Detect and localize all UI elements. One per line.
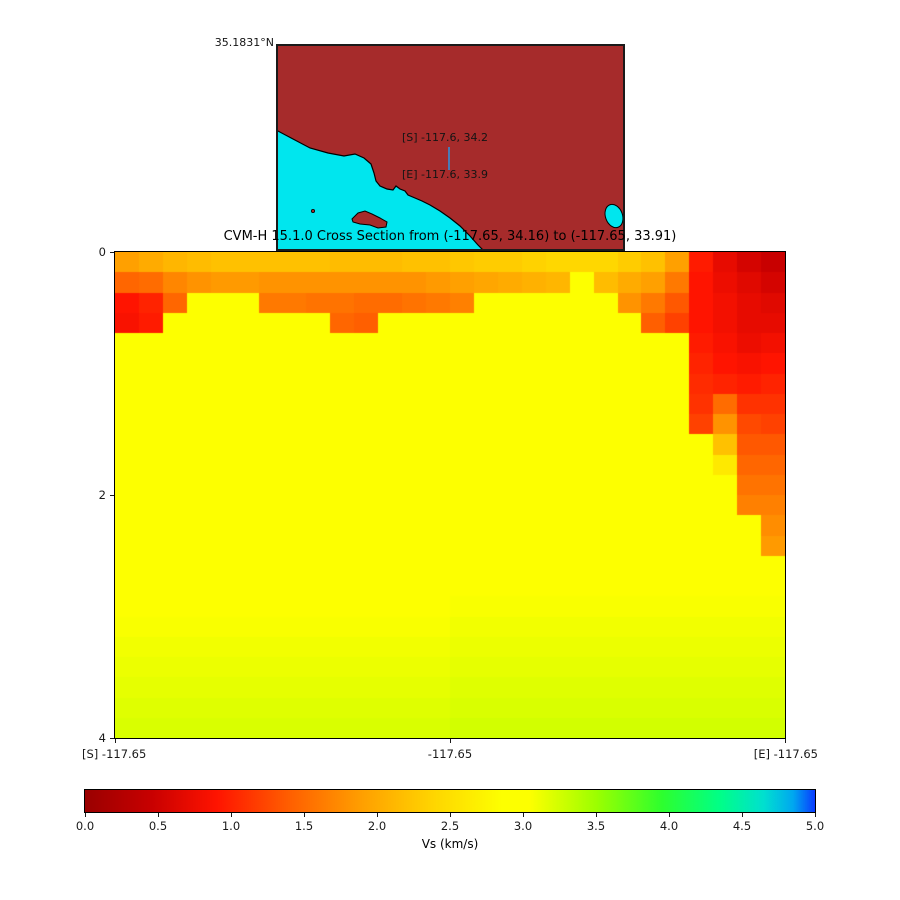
colorbar-tick-label: 1.0 bbox=[221, 819, 241, 833]
map-start-label: [S] -117.6, 34.2 bbox=[402, 131, 489, 144]
heatmap-canvas bbox=[115, 252, 785, 738]
plot-title: CVM-H 15.1.0 Cross Section from (-117.65… bbox=[223, 229, 677, 244]
colorbar-tick-label: 0.5 bbox=[148, 819, 168, 833]
colorbar-tick-label: 4.5 bbox=[732, 819, 752, 833]
map-border bbox=[276, 44, 625, 251]
colorbar-canvas bbox=[85, 790, 815, 812]
y-tick-label-0: 0 bbox=[98, 245, 106, 259]
colorbar-tick-label: 3.5 bbox=[586, 819, 606, 833]
colorbar-tick-label: 2.0 bbox=[367, 819, 387, 833]
x-tick-label-mid: -117.65 bbox=[427, 747, 473, 761]
colorbar-tick-label: 2.5 bbox=[440, 819, 460, 833]
tick-mark bbox=[450, 813, 451, 817]
catalina-island bbox=[351, 210, 388, 229]
colorbar-tick-label: 3.0 bbox=[513, 819, 533, 833]
x-tick-label-start: [S] -117.65 bbox=[82, 747, 147, 761]
colorbar-tick-label: 5.0 bbox=[805, 819, 825, 833]
y-tick-label-2: 2 bbox=[98, 488, 106, 502]
tick-mark bbox=[158, 813, 159, 817]
tick-mark bbox=[304, 813, 305, 817]
tick-mark bbox=[85, 813, 86, 817]
tick-mark bbox=[110, 252, 114, 253]
map-latitude-label: 35.1831°N bbox=[214, 36, 274, 49]
tick-mark bbox=[377, 813, 378, 817]
colorbar-tick-label: 1.5 bbox=[294, 819, 314, 833]
tick-mark bbox=[523, 813, 524, 817]
colorbar-axis-label: Vs (km/s) bbox=[421, 837, 479, 851]
salton-sea-lake bbox=[604, 203, 624, 229]
map-inset bbox=[276, 44, 625, 251]
small-island bbox=[311, 208, 316, 213]
tick-mark bbox=[669, 813, 670, 817]
map-end-label: [E] -117.6, 33.9 bbox=[402, 168, 488, 181]
tick-mark bbox=[815, 813, 816, 817]
tick-mark bbox=[450, 739, 451, 743]
colorbar bbox=[84, 789, 816, 813]
tick-mark bbox=[596, 813, 597, 817]
y-tick-label-4: 4 bbox=[98, 731, 106, 745]
tick-mark bbox=[231, 813, 232, 817]
tick-mark bbox=[115, 739, 116, 743]
x-tick-label-end: [E] -117.65 bbox=[753, 747, 818, 761]
tick-mark bbox=[742, 813, 743, 817]
tick-mark bbox=[110, 738, 114, 739]
colorbar-tick-label: 0.0 bbox=[75, 819, 95, 833]
colorbar-tick-label: 4.0 bbox=[659, 819, 679, 833]
tick-mark bbox=[110, 495, 114, 496]
tick-mark bbox=[785, 739, 786, 743]
map-ocean bbox=[276, 129, 485, 251]
cross-section-heatmap bbox=[114, 251, 786, 739]
